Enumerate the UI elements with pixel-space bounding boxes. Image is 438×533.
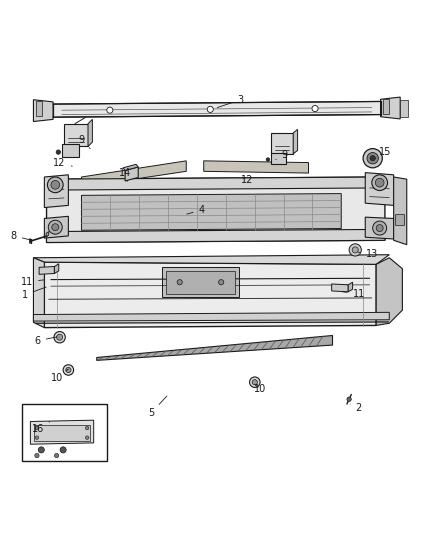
Circle shape xyxy=(219,280,224,285)
Polygon shape xyxy=(53,101,381,117)
Circle shape xyxy=(54,454,59,458)
Polygon shape xyxy=(64,124,88,147)
Bar xyxy=(383,99,389,114)
Polygon shape xyxy=(62,144,79,157)
Text: 2: 2 xyxy=(350,403,362,414)
Polygon shape xyxy=(51,183,383,209)
Text: 14: 14 xyxy=(119,168,131,181)
Text: 11: 11 xyxy=(21,277,44,287)
Polygon shape xyxy=(88,119,92,147)
Polygon shape xyxy=(204,161,308,173)
Polygon shape xyxy=(381,97,400,119)
Polygon shape xyxy=(365,217,394,239)
Polygon shape xyxy=(394,177,407,245)
Text: 13: 13 xyxy=(358,249,378,259)
Polygon shape xyxy=(39,266,54,274)
Text: 10: 10 xyxy=(254,384,267,394)
Polygon shape xyxy=(33,255,389,264)
Circle shape xyxy=(38,447,44,453)
Circle shape xyxy=(373,221,387,235)
Circle shape xyxy=(66,367,71,373)
Circle shape xyxy=(85,436,89,439)
Circle shape xyxy=(35,426,39,430)
Polygon shape xyxy=(97,335,332,360)
Circle shape xyxy=(376,224,383,231)
Bar xyxy=(21,404,107,461)
Circle shape xyxy=(207,106,213,112)
Polygon shape xyxy=(271,153,286,164)
Text: 6: 6 xyxy=(35,336,57,346)
Circle shape xyxy=(85,426,89,430)
Polygon shape xyxy=(33,100,53,122)
Circle shape xyxy=(107,107,113,113)
Polygon shape xyxy=(46,231,49,237)
Text: 12: 12 xyxy=(53,158,72,167)
Text: 9: 9 xyxy=(276,150,288,160)
Circle shape xyxy=(349,244,361,256)
Polygon shape xyxy=(348,282,353,292)
Circle shape xyxy=(266,158,270,161)
Circle shape xyxy=(375,179,384,187)
Polygon shape xyxy=(46,177,385,190)
Bar xyxy=(400,100,408,117)
Circle shape xyxy=(63,365,74,375)
Circle shape xyxy=(372,175,388,190)
Polygon shape xyxy=(44,262,376,328)
Polygon shape xyxy=(272,133,293,154)
Circle shape xyxy=(312,106,318,111)
Polygon shape xyxy=(54,264,59,273)
Text: 8: 8 xyxy=(11,231,33,241)
Circle shape xyxy=(56,150,60,154)
Polygon shape xyxy=(44,216,68,238)
Polygon shape xyxy=(376,258,403,326)
Polygon shape xyxy=(332,284,348,292)
Text: 3: 3 xyxy=(217,95,244,108)
Text: 9: 9 xyxy=(78,135,90,149)
Text: 15: 15 xyxy=(375,147,391,158)
Circle shape xyxy=(35,436,39,439)
Polygon shape xyxy=(81,161,186,187)
Circle shape xyxy=(54,332,65,343)
Text: 5: 5 xyxy=(148,396,167,418)
Circle shape xyxy=(52,224,59,231)
Circle shape xyxy=(48,220,62,234)
Bar xyxy=(35,101,42,116)
Text: 1: 1 xyxy=(21,287,46,300)
Polygon shape xyxy=(125,167,138,181)
Bar xyxy=(395,214,404,225)
Polygon shape xyxy=(123,164,138,171)
Text: 12: 12 xyxy=(241,175,254,185)
Circle shape xyxy=(250,377,260,387)
Text: 16: 16 xyxy=(32,422,50,434)
Circle shape xyxy=(47,177,63,193)
Circle shape xyxy=(252,379,258,385)
Polygon shape xyxy=(293,130,297,154)
Polygon shape xyxy=(46,229,385,243)
Circle shape xyxy=(60,447,66,453)
Circle shape xyxy=(352,247,358,253)
Polygon shape xyxy=(30,420,94,444)
Circle shape xyxy=(363,149,382,168)
Polygon shape xyxy=(365,173,394,205)
Polygon shape xyxy=(33,312,389,321)
Bar xyxy=(162,268,239,297)
Circle shape xyxy=(177,280,182,285)
Text: 11: 11 xyxy=(342,288,365,298)
Circle shape xyxy=(347,397,351,401)
Bar xyxy=(34,425,90,441)
Polygon shape xyxy=(33,258,44,328)
Polygon shape xyxy=(44,175,68,207)
Circle shape xyxy=(35,454,39,458)
Circle shape xyxy=(51,181,60,189)
Polygon shape xyxy=(46,177,385,243)
Circle shape xyxy=(370,156,375,161)
Polygon shape xyxy=(81,193,341,230)
Circle shape xyxy=(367,152,378,164)
Text: 10: 10 xyxy=(51,369,68,383)
Bar xyxy=(166,271,235,294)
Text: 4: 4 xyxy=(187,205,205,215)
Circle shape xyxy=(57,334,63,340)
